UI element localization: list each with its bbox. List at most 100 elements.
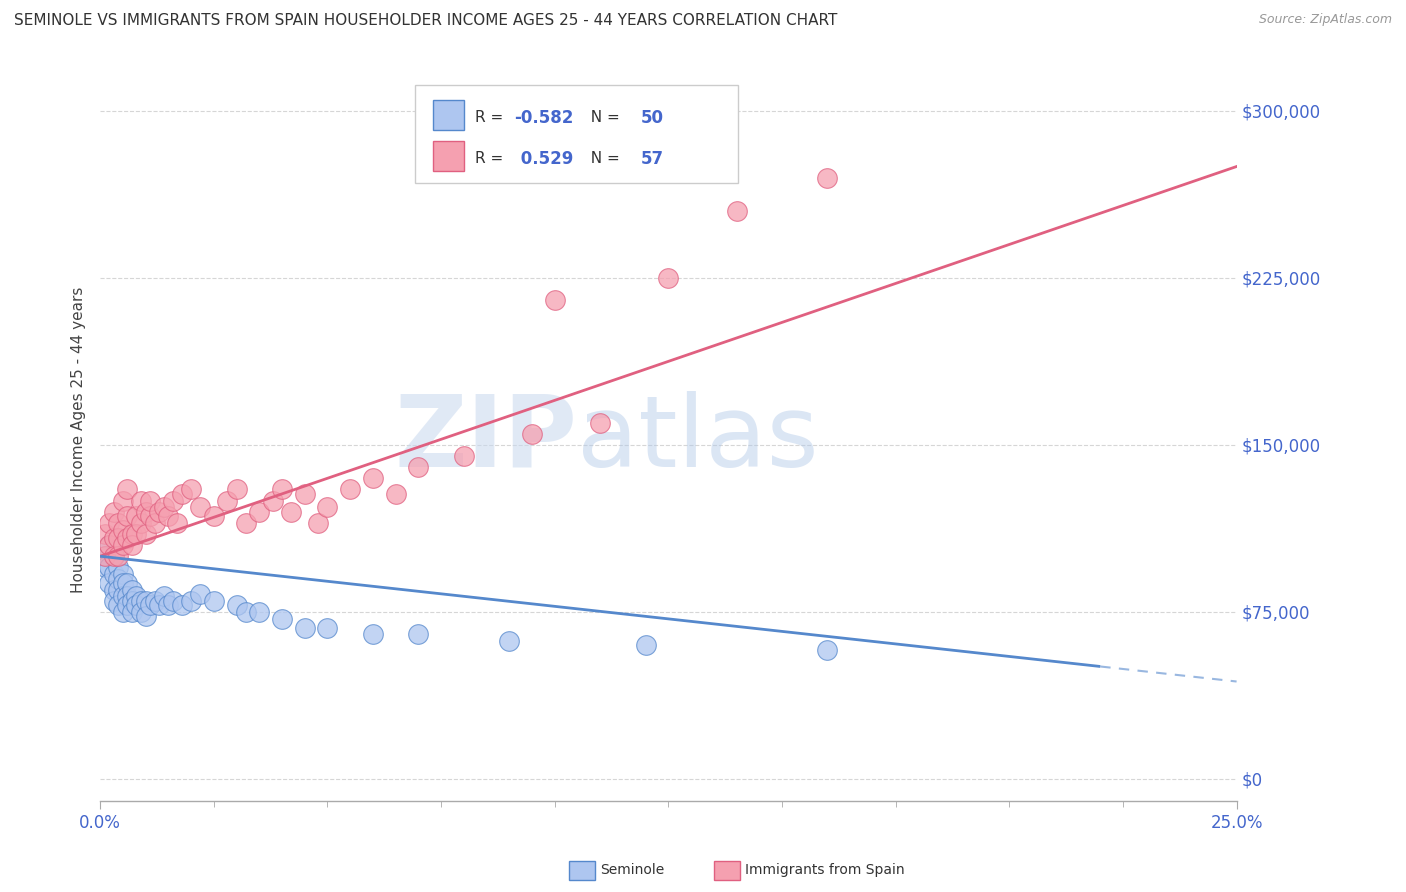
Point bbox=[103, 505, 125, 519]
Point bbox=[98, 576, 121, 591]
Point bbox=[107, 572, 129, 586]
Point bbox=[111, 493, 134, 508]
Y-axis label: Householder Income Ages 25 - 44 years: Householder Income Ages 25 - 44 years bbox=[72, 286, 86, 592]
Point bbox=[271, 483, 294, 497]
Point bbox=[247, 505, 270, 519]
Point bbox=[307, 516, 329, 530]
Point bbox=[107, 599, 129, 613]
Point bbox=[98, 538, 121, 552]
Text: 57: 57 bbox=[641, 150, 664, 168]
Point bbox=[103, 567, 125, 582]
Point bbox=[235, 605, 257, 619]
Point bbox=[117, 599, 139, 613]
Point bbox=[111, 576, 134, 591]
Point bbox=[453, 449, 475, 463]
Point bbox=[225, 599, 247, 613]
Point bbox=[111, 590, 134, 604]
Point bbox=[125, 590, 148, 604]
Point bbox=[107, 549, 129, 564]
Point bbox=[170, 487, 193, 501]
Point bbox=[520, 426, 543, 441]
Point bbox=[384, 487, 406, 501]
Point bbox=[817, 642, 839, 657]
Point bbox=[143, 516, 166, 530]
Point bbox=[316, 500, 339, 515]
Point bbox=[135, 609, 157, 624]
Point bbox=[117, 509, 139, 524]
Point bbox=[498, 633, 520, 648]
Point bbox=[98, 516, 121, 530]
Point bbox=[111, 567, 134, 582]
Point bbox=[589, 416, 612, 430]
Point bbox=[139, 509, 162, 524]
Point bbox=[111, 605, 134, 619]
Point bbox=[235, 516, 257, 530]
Point bbox=[180, 483, 202, 497]
Text: 0.529: 0.529 bbox=[515, 150, 574, 168]
Text: ZIP: ZIP bbox=[395, 391, 578, 488]
Point bbox=[103, 582, 125, 597]
Point bbox=[157, 509, 180, 524]
Point bbox=[247, 605, 270, 619]
Point bbox=[107, 532, 129, 546]
Point bbox=[121, 605, 143, 619]
Point bbox=[152, 500, 174, 515]
Point bbox=[225, 483, 247, 497]
Point bbox=[93, 549, 115, 564]
Point bbox=[93, 527, 115, 541]
Point bbox=[121, 527, 143, 541]
Point bbox=[361, 627, 384, 641]
Point bbox=[125, 509, 148, 524]
Point bbox=[103, 549, 125, 564]
Text: Source: ZipAtlas.com: Source: ZipAtlas.com bbox=[1258, 13, 1392, 27]
Point bbox=[162, 594, 184, 608]
Point bbox=[135, 527, 157, 541]
Point bbox=[262, 493, 284, 508]
Point bbox=[111, 538, 134, 552]
Point bbox=[408, 460, 430, 475]
Point bbox=[152, 590, 174, 604]
Point bbox=[217, 493, 239, 508]
Point bbox=[202, 509, 225, 524]
Point bbox=[125, 527, 148, 541]
Text: Seminole: Seminole bbox=[600, 863, 665, 877]
Text: Immigrants from Spain: Immigrants from Spain bbox=[745, 863, 905, 877]
Point bbox=[657, 271, 679, 285]
Point bbox=[139, 493, 162, 508]
Point bbox=[202, 594, 225, 608]
Point bbox=[180, 594, 202, 608]
Point bbox=[148, 599, 170, 613]
Point bbox=[121, 538, 143, 552]
Text: N =: N = bbox=[581, 152, 624, 166]
Point bbox=[121, 582, 143, 597]
Point bbox=[139, 599, 162, 613]
Point bbox=[339, 483, 361, 497]
Point bbox=[634, 638, 657, 652]
Point bbox=[117, 532, 139, 546]
Text: SEMINOLE VS IMMIGRANTS FROM SPAIN HOUSEHOLDER INCOME AGES 25 - 44 YEARS CORRELAT: SEMINOLE VS IMMIGRANTS FROM SPAIN HOUSEH… bbox=[14, 13, 838, 29]
Point bbox=[117, 483, 139, 497]
Point bbox=[135, 505, 157, 519]
Point bbox=[93, 549, 115, 564]
Point bbox=[166, 516, 188, 530]
Text: 50: 50 bbox=[641, 109, 664, 127]
Point bbox=[725, 204, 748, 219]
Point bbox=[107, 560, 129, 574]
Point bbox=[271, 611, 294, 625]
Text: R =: R = bbox=[475, 152, 509, 166]
Point bbox=[125, 599, 148, 613]
Point bbox=[157, 599, 180, 613]
Text: N =: N = bbox=[581, 111, 624, 125]
Point bbox=[408, 627, 430, 641]
Point bbox=[107, 582, 129, 597]
Point bbox=[107, 516, 129, 530]
Point bbox=[143, 594, 166, 608]
Point bbox=[135, 594, 157, 608]
Point bbox=[544, 293, 567, 307]
Point bbox=[280, 505, 302, 519]
Point bbox=[98, 560, 121, 574]
Point bbox=[129, 493, 152, 508]
Point bbox=[111, 523, 134, 537]
Point bbox=[361, 471, 384, 485]
Point bbox=[294, 487, 316, 501]
